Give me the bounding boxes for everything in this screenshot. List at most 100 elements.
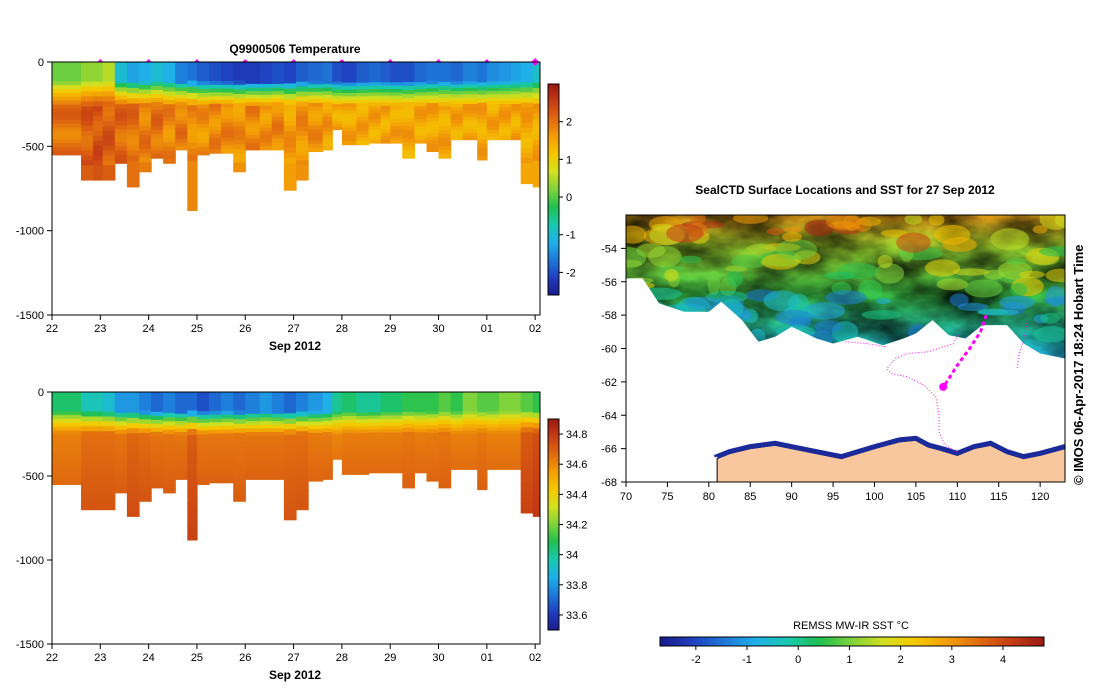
section-cell [187,533,198,541]
section-cell [52,426,82,432]
section-cell [93,175,104,181]
section-cell [486,446,500,451]
section-cell [151,408,164,413]
section-cell [163,442,176,448]
section-cell [498,133,512,137]
section-cell [511,411,522,416]
section-cell [126,402,140,409]
section-cell [390,452,403,457]
section-cell [341,416,357,420]
section-cell [356,395,370,400]
section-cell [511,401,522,406]
temperature-plot-frame [51,61,541,316]
section-cell [233,75,246,81]
section-cell [114,421,128,427]
section-cell [520,442,534,448]
section-cell [52,104,82,109]
section-cell [296,504,309,511]
section-cell [498,91,512,95]
section-cell [163,159,176,164]
section-cell [322,87,333,92]
section-cell [163,450,176,456]
section-cell [233,135,246,141]
section-cell [163,421,176,427]
section-cell [438,98,452,103]
section-cell [390,78,403,83]
section-cell [175,439,188,444]
section-cell [414,455,428,460]
section-cell [532,77,540,84]
section-cell [209,107,222,112]
section-cell [114,459,128,464]
section-cell [308,477,324,482]
section-cell [486,97,500,102]
section-cell [81,416,94,422]
section-cell [81,126,94,132]
section-cell [296,450,309,457]
section-cell [245,406,261,411]
section-cell [498,446,512,451]
section-cell [390,119,403,124]
colorbar-tick-label: 34.2 [566,520,587,532]
section-cell [511,84,522,89]
section-cell [233,148,246,154]
section-cell [209,460,222,465]
section-cell [486,404,500,409]
section-cell [532,443,540,450]
section-cell [81,421,94,427]
section-cell [283,493,297,499]
section-cell [259,94,273,100]
section-cell [402,471,415,477]
section-cell [209,437,222,442]
section-cell [332,422,343,427]
section-cell [356,117,370,122]
section-cell [245,432,261,437]
section-cell [498,74,512,79]
section-cell [368,405,382,410]
section-cell [163,446,176,452]
section-cell [402,150,415,155]
colorbar-tick-label: 1 [566,154,572,166]
section-cell [477,90,488,96]
section-cell [283,104,297,111]
section-cell [477,452,488,458]
section-cell [283,487,297,494]
section-cell [139,492,152,498]
section-cell [271,127,285,133]
section-cell [438,154,452,159]
section-cell [332,115,343,119]
section-cell [175,138,188,143]
section-cell [245,402,261,408]
section-cell [245,113,261,118]
y-tick-label: -1500 [16,639,44,651]
section-cell [296,455,309,462]
section-cell [322,102,333,107]
section-cell [139,75,152,81]
section-cell [486,408,500,412]
section-cell [271,450,285,455]
section-cell [402,411,415,417]
section-cell [462,446,478,451]
section-cell [380,78,391,83]
section-cell [462,440,478,445]
section-cell [233,167,246,173]
section-cell [163,62,176,67]
section-cell [283,72,297,79]
section-cell [52,150,82,156]
section-cell [197,131,210,137]
section-cell [477,428,488,434]
section-cell [532,480,540,486]
section-cell [81,175,94,181]
section-cell [283,184,297,191]
section-cell [187,490,198,498]
section-cell [139,84,152,90]
section-cell [498,453,512,457]
section-cell [81,160,94,166]
section-cell [81,490,94,496]
section-cell [283,179,297,186]
section-cell [175,105,188,111]
colorbar-tick-label: 33.6 [566,610,587,622]
section-cell [308,103,324,108]
section-cell [462,104,478,108]
section-cell [498,466,512,470]
